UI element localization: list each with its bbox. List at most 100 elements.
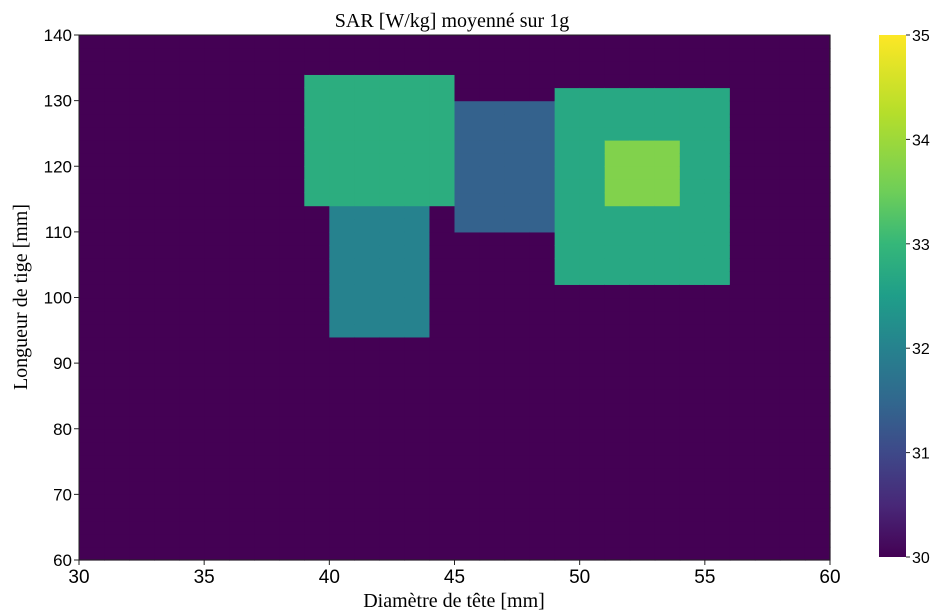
heatmap-cell (404, 507, 431, 522)
heatmap-cell (604, 231, 631, 246)
heatmap-cell (254, 507, 280, 522)
heatmap-cell (179, 35, 205, 49)
heatmap-cell (129, 310, 155, 325)
heatmap-cell (379, 494, 406, 509)
heatmap-cell (529, 271, 556, 285)
heatmap-cell (179, 376, 205, 390)
heatmap-cell (129, 113, 155, 128)
heatmap-cell (554, 546, 581, 561)
heatmap-cell (354, 415, 380, 430)
heatmap-cell (329, 310, 355, 325)
heatmap-cell (129, 61, 155, 75)
heatmap-cell (404, 336, 431, 351)
heatmap-cell (804, 520, 831, 535)
heatmap-cell (729, 415, 756, 430)
heatmap-cell (354, 74, 380, 89)
heatmap-cell (304, 350, 330, 364)
x-tick-label: 35 (194, 567, 215, 588)
heatmap-cell (704, 245, 731, 259)
heatmap-cell (179, 310, 205, 325)
heatmap-cell (379, 507, 406, 522)
heatmap-cell (729, 428, 756, 443)
heatmap-cell (629, 533, 656, 548)
heatmap-cell (804, 297, 831, 312)
heatmap-cell (354, 363, 380, 377)
heatmap-cell (679, 389, 706, 404)
y-tick-label: 120 (44, 157, 72, 176)
heatmap-cell (154, 140, 180, 154)
heatmap-cell (329, 533, 355, 548)
heatmap-cell (504, 87, 531, 102)
heatmap-cell (454, 376, 481, 390)
heatmap-cell (404, 441, 431, 456)
heatmap-cell (604, 376, 631, 390)
heatmap-cell (804, 231, 831, 246)
heatmap-cell (179, 218, 205, 233)
heatmap-cell (179, 166, 205, 180)
heatmap-cell (404, 179, 431, 194)
heatmap-cell (629, 166, 656, 180)
heatmap-cell (179, 441, 205, 456)
heatmap-cell (329, 546, 355, 561)
heatmap-cell (704, 546, 731, 561)
heatmap-cell (454, 218, 481, 233)
heatmap-cell (279, 218, 305, 233)
heatmap-cell (804, 271, 831, 285)
heatmap-cell (629, 363, 656, 377)
heatmap-cell (354, 546, 380, 561)
heatmap-cell (204, 533, 230, 548)
heatmap-cell (729, 441, 756, 456)
heatmap-cell (229, 179, 255, 194)
heatmap-cell (604, 494, 631, 509)
heatmap-cell (379, 100, 406, 115)
heatmap-cell (354, 376, 380, 390)
heatmap-cell (579, 363, 606, 377)
heatmap-cell (404, 153, 431, 167)
heatmap-cell (529, 415, 556, 430)
heatmap-cell (154, 179, 180, 194)
heatmap-cell (479, 166, 506, 180)
heatmap-cell (279, 140, 305, 154)
heatmap-cell (404, 494, 431, 509)
heatmap-cell (104, 179, 130, 194)
heatmap-cell (604, 546, 631, 561)
heatmap-cell (704, 113, 731, 128)
heatmap-cell (754, 336, 781, 351)
heatmap-cell (329, 126, 355, 141)
heatmap-cell (504, 350, 531, 364)
heatmap-cell (104, 323, 130, 338)
heatmap-cell (304, 166, 330, 180)
heatmap-cell (654, 363, 681, 377)
heatmap-cell (579, 245, 606, 259)
heatmap-cell (754, 271, 781, 285)
heatmap-cell (229, 428, 255, 443)
heatmap-cell (304, 113, 330, 128)
heatmap-cell (454, 507, 481, 522)
heatmap-cell (804, 126, 831, 141)
heatmap-cell (779, 113, 806, 128)
heatmap-cell (304, 297, 330, 312)
heatmap-cell (404, 205, 431, 220)
heatmap-cell (504, 336, 531, 351)
heatmap-cell (204, 376, 230, 390)
heatmap-cell (179, 192, 205, 207)
heatmap-cell (404, 166, 431, 180)
heatmap-cell (229, 336, 255, 351)
heatmap-cell (804, 350, 831, 364)
heatmap-cell (204, 231, 230, 246)
heatmap-cell (354, 428, 380, 443)
y-tick-label: 70 (53, 485, 72, 504)
heatmap-cell (554, 481, 581, 495)
heatmap-cell (404, 126, 431, 141)
heatmap-cell (679, 87, 706, 102)
heatmap-cell (579, 231, 606, 246)
heatmap-cell (554, 48, 581, 62)
heatmap-cell (254, 481, 280, 495)
heatmap-cell (304, 231, 330, 246)
heatmap-cell (79, 507, 105, 522)
heatmap-cell (579, 153, 606, 167)
heatmap-cell (404, 245, 431, 259)
heatmap-cell (229, 310, 255, 325)
y-tick-label: 80 (53, 420, 72, 439)
heatmap-cell (754, 546, 781, 561)
